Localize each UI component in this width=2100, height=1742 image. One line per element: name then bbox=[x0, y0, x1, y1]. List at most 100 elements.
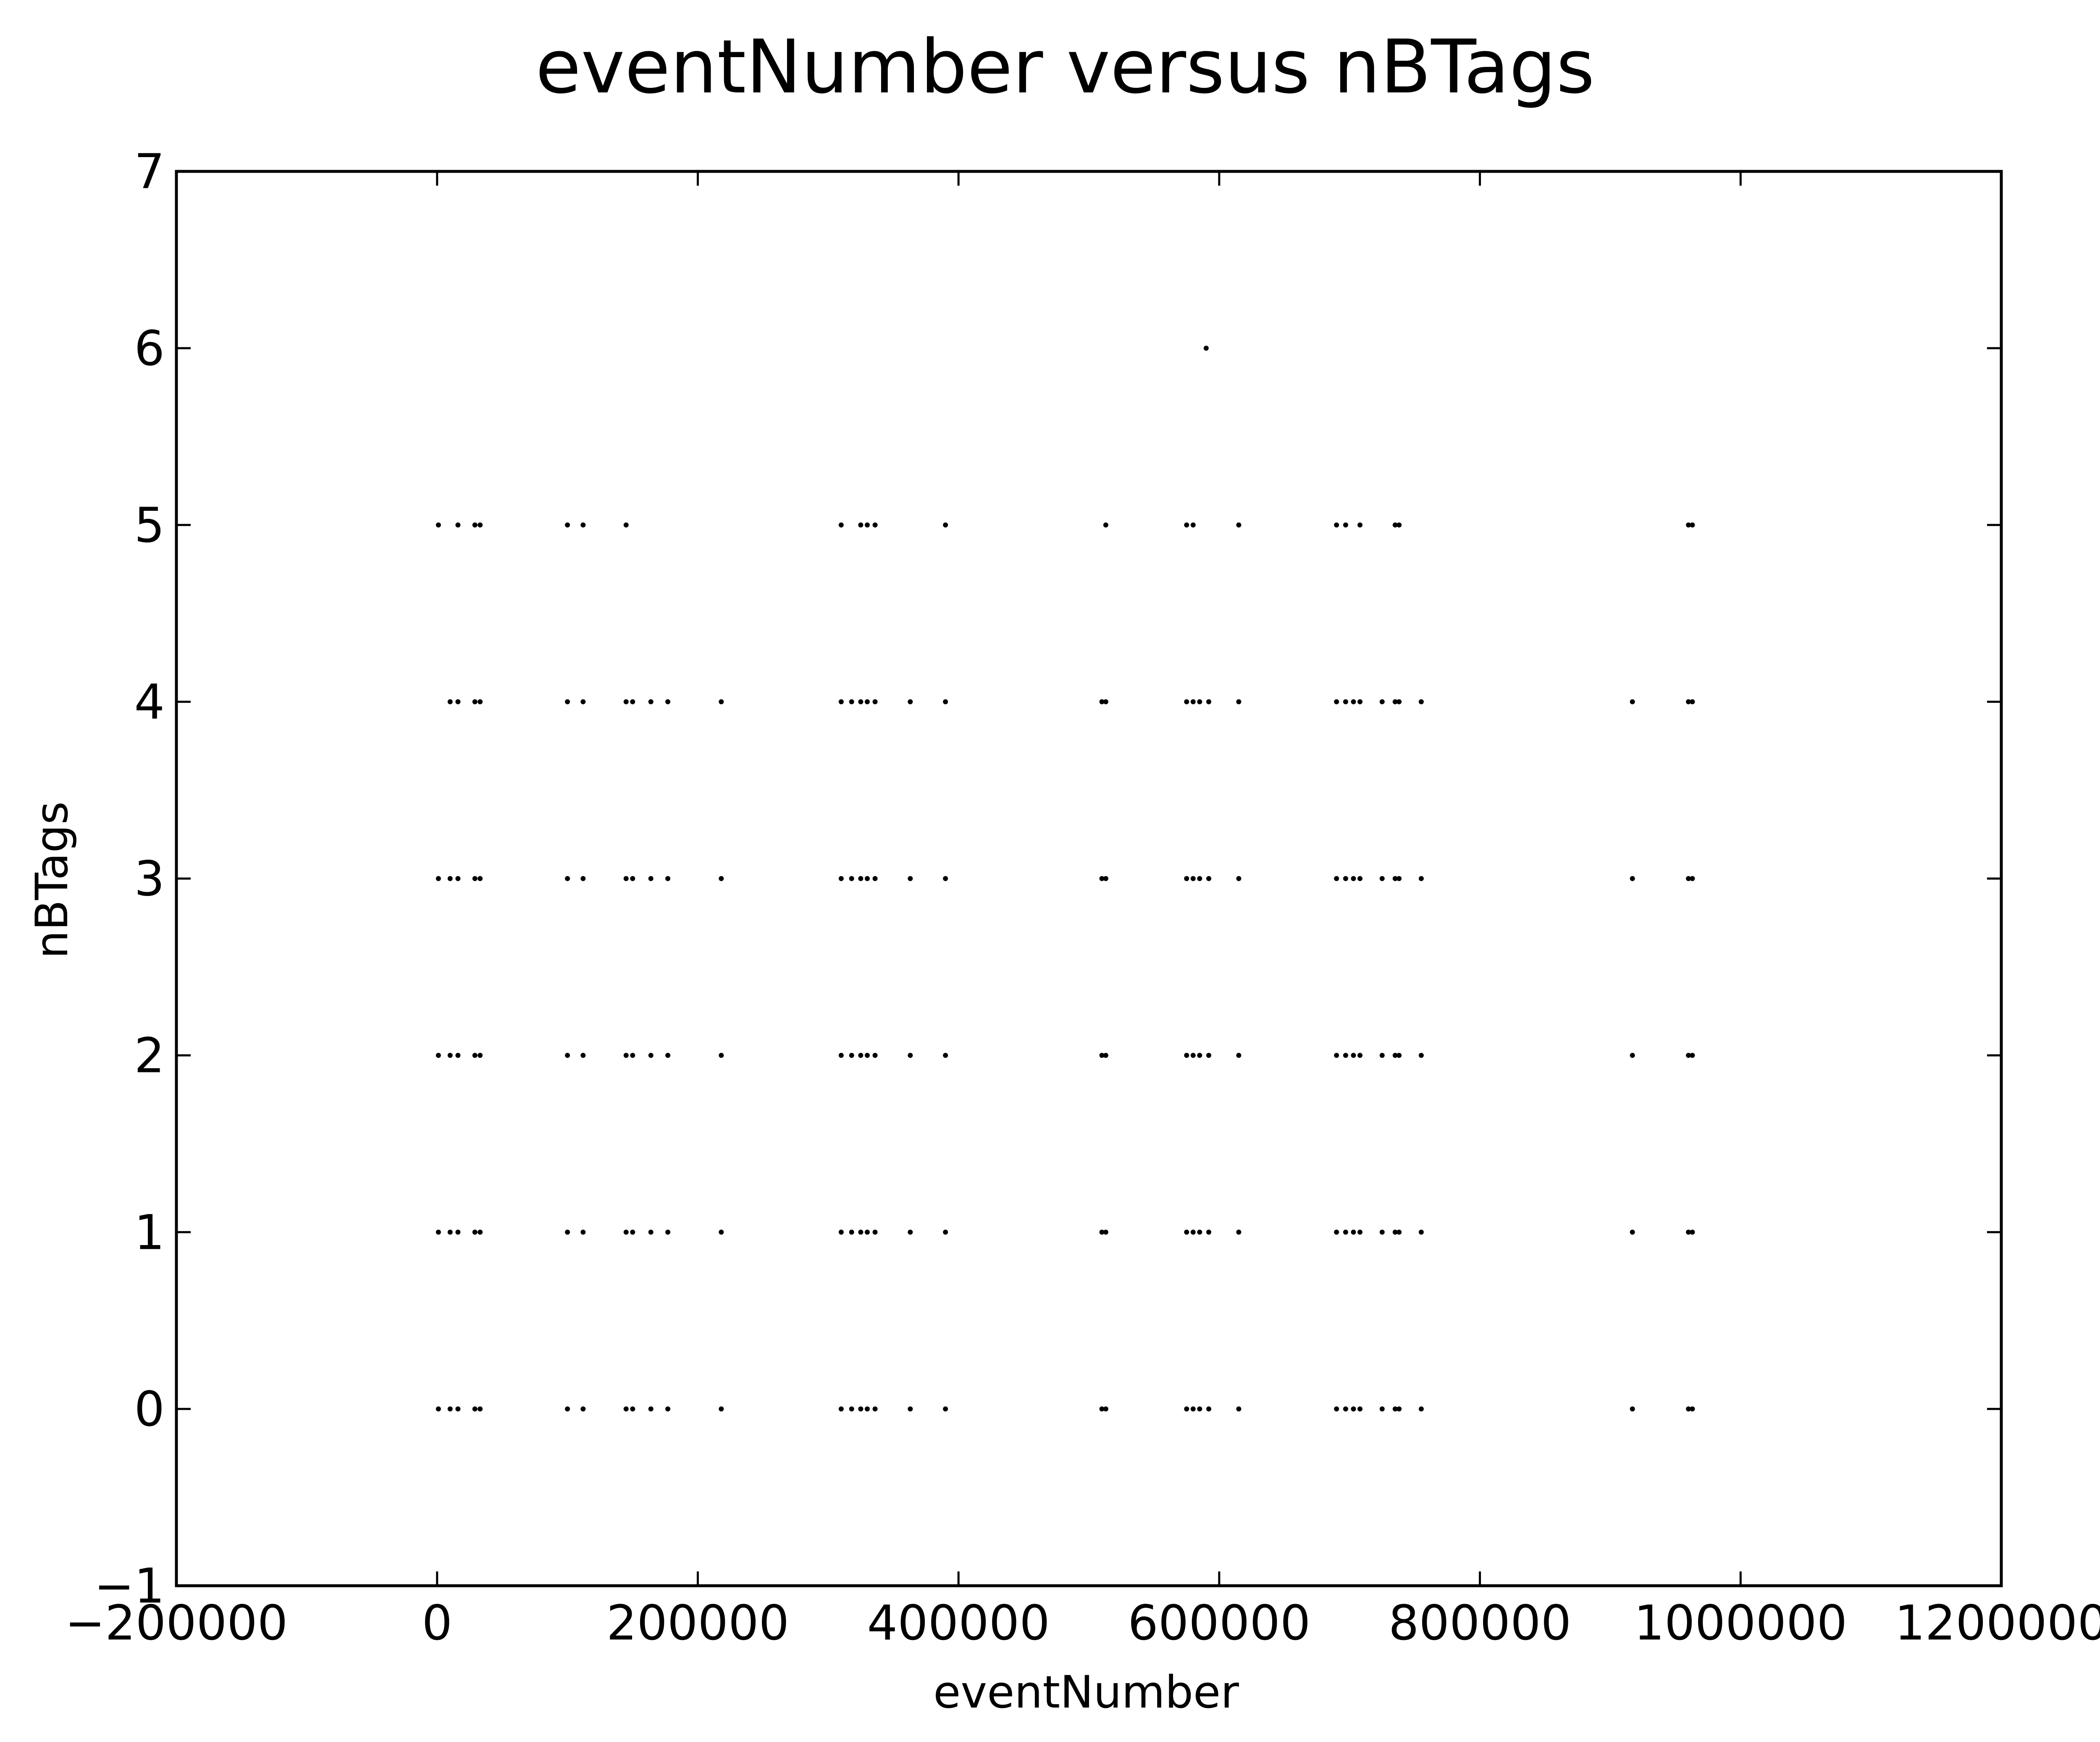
data-point bbox=[1418, 1406, 1424, 1412]
data-point bbox=[580, 876, 586, 881]
data-point bbox=[849, 876, 854, 881]
data-point bbox=[1630, 1406, 1635, 1412]
data-point bbox=[1392, 876, 1398, 881]
data-point bbox=[478, 876, 483, 881]
data-point bbox=[1418, 699, 1424, 704]
data-point bbox=[1099, 1230, 1105, 1235]
data-point bbox=[1206, 699, 1212, 704]
y-tick-label: 1 bbox=[134, 1204, 165, 1260]
data-point bbox=[1357, 699, 1363, 704]
x-tick-label: −200000 bbox=[65, 1595, 288, 1651]
data-point bbox=[1184, 1230, 1189, 1235]
data-point bbox=[565, 522, 570, 528]
data-point bbox=[943, 1053, 948, 1058]
data-point bbox=[1184, 1406, 1189, 1412]
y-axis: −1 0 1 2 3 4 5 6 7 bbox=[94, 144, 2001, 1614]
data-point bbox=[1351, 699, 1356, 704]
data-point bbox=[447, 1230, 453, 1235]
data-point bbox=[478, 1053, 483, 1058]
data-point bbox=[1334, 876, 1339, 881]
data-point bbox=[1686, 1230, 1691, 1235]
data-point bbox=[580, 522, 586, 528]
data-point bbox=[1343, 1230, 1348, 1235]
data-point bbox=[1392, 522, 1398, 528]
data-point bbox=[858, 1406, 864, 1412]
data-point bbox=[630, 699, 635, 704]
data-point bbox=[1351, 1230, 1356, 1235]
data-point bbox=[478, 699, 483, 704]
data-point bbox=[1690, 699, 1695, 704]
data-point bbox=[1396, 1406, 1402, 1412]
data-point bbox=[838, 876, 844, 881]
data-point bbox=[1206, 1406, 1212, 1412]
data-point bbox=[1197, 699, 1202, 704]
data-point bbox=[1103, 1406, 1108, 1412]
data-point bbox=[1184, 1053, 1189, 1058]
data-point bbox=[648, 1230, 654, 1235]
data-point bbox=[1190, 1230, 1196, 1235]
data-point bbox=[1357, 522, 1363, 528]
data-point bbox=[872, 1230, 878, 1235]
x-tick-label: 1200000 bbox=[1895, 1595, 2100, 1651]
data-point bbox=[630, 1406, 635, 1412]
x-tick-label: 800000 bbox=[1389, 1595, 1571, 1651]
data-point bbox=[1206, 1230, 1212, 1235]
data-point bbox=[455, 699, 461, 704]
data-point bbox=[455, 522, 461, 528]
data-point bbox=[472, 1053, 478, 1058]
data-point bbox=[1630, 699, 1635, 704]
y-axis-label: nBTags bbox=[26, 801, 78, 959]
data-point bbox=[1236, 1053, 1242, 1058]
data-point bbox=[1379, 876, 1385, 881]
data-point bbox=[630, 1053, 635, 1058]
data-point bbox=[565, 1406, 570, 1412]
y-tick-label: 0 bbox=[134, 1381, 165, 1437]
data-point bbox=[943, 522, 948, 528]
y-tick-label: −1 bbox=[94, 1558, 165, 1614]
data-point bbox=[1396, 876, 1402, 881]
data-point bbox=[908, 1230, 913, 1235]
data-point bbox=[1103, 522, 1108, 528]
data-point bbox=[1334, 699, 1339, 704]
data-point bbox=[1392, 1230, 1398, 1235]
data-point bbox=[1206, 1053, 1212, 1058]
data-point bbox=[1351, 876, 1356, 881]
data-point bbox=[1343, 876, 1348, 881]
data-point bbox=[648, 876, 654, 881]
data-point bbox=[565, 1230, 570, 1235]
data-point bbox=[436, 1406, 441, 1412]
data-point bbox=[864, 699, 870, 704]
data-point bbox=[908, 1053, 913, 1058]
data-point bbox=[1103, 1230, 1108, 1235]
data-point bbox=[858, 1230, 864, 1235]
data-point bbox=[1379, 699, 1385, 704]
data-point bbox=[849, 1230, 854, 1235]
data-point bbox=[478, 522, 483, 528]
data-point bbox=[478, 1230, 483, 1235]
data-point bbox=[838, 1053, 844, 1058]
data-point bbox=[1686, 1406, 1691, 1412]
data-point bbox=[1343, 1406, 1348, 1412]
data-point bbox=[1686, 876, 1691, 881]
data-point bbox=[1103, 699, 1108, 704]
data-point bbox=[849, 1406, 854, 1412]
data-point bbox=[872, 522, 878, 528]
data-points bbox=[436, 345, 1695, 1412]
data-point bbox=[1190, 876, 1196, 881]
data-point bbox=[1392, 1053, 1398, 1058]
data-point bbox=[838, 1406, 844, 1412]
data-point bbox=[1418, 876, 1424, 881]
data-point bbox=[623, 1053, 629, 1058]
data-point bbox=[580, 1230, 586, 1235]
data-point bbox=[623, 1230, 629, 1235]
data-point bbox=[447, 1053, 453, 1058]
x-axis-label: eventNumber bbox=[933, 1666, 1239, 1718]
data-point bbox=[1357, 1053, 1363, 1058]
data-point bbox=[1103, 876, 1108, 881]
data-point bbox=[1236, 699, 1242, 704]
data-point bbox=[1343, 522, 1348, 528]
data-point bbox=[447, 1406, 453, 1412]
data-point bbox=[630, 876, 635, 881]
